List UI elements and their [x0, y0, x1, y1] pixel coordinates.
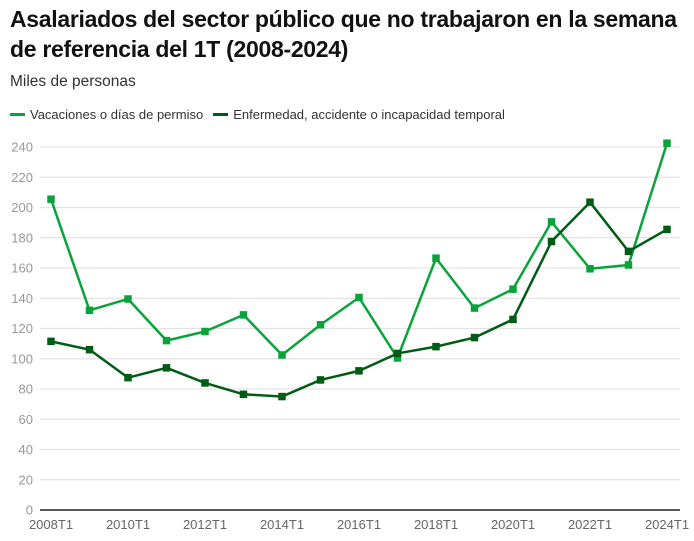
data-point-marker[interactable] [355, 293, 363, 302]
data-point-marker[interactable] [47, 195, 55, 203]
data-point-marker[interactable] [393, 354, 402, 362]
x-tick-label: 2024T1 [645, 517, 689, 532]
data-point-marker[interactable] [470, 333, 479, 342]
data-point-marker[interactable] [470, 304, 479, 312]
x-tick-label: 2008T1 [29, 517, 73, 532]
gridlines [40, 146, 680, 481]
data-point-marker[interactable] [124, 295, 132, 303]
data-point-marker[interactable] [586, 265, 594, 273]
data-point-marker[interactable] [201, 379, 209, 387]
data-point-marker[interactable] [162, 364, 171, 372]
y-tick-label: 80 [19, 382, 33, 397]
x-tick-label: 2020T1 [491, 517, 535, 532]
data-point-marker[interactable] [663, 225, 671, 234]
chart-subtitle: Miles de personas [10, 73, 136, 90]
data-point-marker[interactable] [47, 337, 55, 346]
chart-title: Asalariados del sector público que no tr… [10, 6, 677, 62]
legend-item-vacaciones[interactable]: Vacaciones o días de permiso [10, 107, 203, 122]
y-tick-label: 220 [11, 170, 33, 185]
x-tick-label: 2010T1 [106, 517, 150, 532]
legend-label-vacaciones: Vacaciones o días de permiso [30, 107, 204, 122]
data-point-marker[interactable] [586, 198, 594, 206]
y-tick-label: 20 [19, 472, 33, 487]
data-point-marker[interactable] [624, 261, 633, 269]
data-point-marker[interactable] [432, 254, 440, 262]
y-tick-label: 200 [11, 200, 33, 215]
x-tick-label: 2014T1 [260, 517, 304, 532]
y-tick-label: 0 [26, 503, 33, 518]
data-point-marker[interactable] [316, 320, 325, 329]
data-point-marker[interactable] [278, 351, 286, 359]
data-point-marker[interactable] [201, 327, 209, 336]
x-tick-label: 2016T1 [337, 517, 381, 532]
data-point-marker[interactable] [239, 311, 248, 319]
y-tick-label: 40 [19, 442, 33, 457]
data-point-marker[interactable] [355, 367, 363, 375]
series-group [47, 139, 671, 401]
legend-item-enfermedad[interactable]: Enfermedad, accidente o incapacidad temp… [213, 107, 505, 122]
data-point-marker[interactable] [278, 392, 286, 401]
data-point-marker[interactable] [85, 306, 94, 315]
data-point-marker[interactable] [162, 336, 171, 345]
x-tick-label: 2018T1 [414, 517, 458, 532]
y-tick-label: 160 [11, 261, 33, 276]
data-point-marker[interactable] [432, 342, 440, 351]
series-1 [47, 198, 671, 401]
legend-label-enfermedad: Enfermedad, accidente o incapacidad temp… [233, 107, 505, 122]
data-point-marker[interactable] [393, 349, 402, 358]
x-tick-label: 2022T1 [568, 517, 612, 532]
y-tick-label: 120 [11, 321, 33, 336]
series-0 [47, 139, 671, 362]
y-tick-label: 140 [11, 291, 33, 306]
y-tick-label: 60 [19, 412, 33, 427]
y-tick-label: 180 [11, 230, 33, 245]
data-point-marker[interactable] [624, 247, 633, 256]
y-tick-label: 240 [11, 140, 33, 155]
legend: Vacaciones o días de permiso Enfermedad,… [10, 107, 515, 122]
series-line [49, 142, 669, 360]
x-axis-ticks: 2008T1 2010T1 2012T1 2014T1 2016T1 2018T1 2020… [29, 517, 689, 532]
data-point-marker[interactable] [239, 390, 248, 399]
y-tick-label: 100 [11, 351, 33, 366]
y-axis-ticks: 0 20 40 60 80 100 120 140 160 180 200 220 240 [11, 140, 33, 518]
legend-swatch-enfermedad [213, 113, 229, 116]
data-point-marker[interactable] [124, 373, 132, 382]
data-point-marker[interactable] [85, 345, 94, 354]
data-point-marker[interactable] [509, 315, 517, 324]
data-point-marker[interactable] [547, 218, 556, 226]
data-point-marker[interactable] [663, 139, 671, 147]
data-point-marker[interactable] [547, 237, 556, 246]
data-point-marker[interactable] [509, 285, 517, 293]
x-tick-label: 2012T1 [183, 517, 227, 532]
legend-swatch-vacaciones [10, 113, 25, 116]
data-point-marker[interactable] [316, 376, 325, 384]
